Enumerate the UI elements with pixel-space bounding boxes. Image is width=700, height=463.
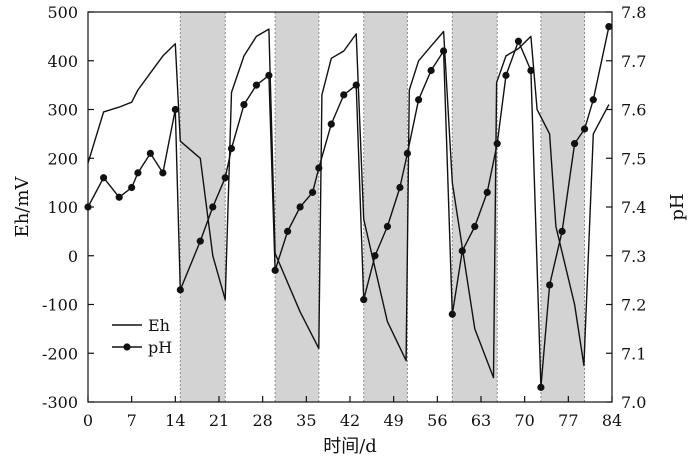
y-right-tick-label-0: 7.0 <box>621 393 646 412</box>
point-ph-9 <box>196 237 204 245</box>
point-ph-34 <box>471 222 479 231</box>
x-tick-label-5: 35 <box>296 411 316 430</box>
y-left-tick-label-5: 200 <box>47 149 78 168</box>
shaded-intervals <box>180 12 585 402</box>
point-ph-26 <box>383 222 392 231</box>
y-left-tick-label-0: -300 <box>42 393 78 412</box>
y-right-tick-label-1: 7.1 <box>621 344 646 363</box>
point-ph-11 <box>221 174 229 182</box>
point-ph-33 <box>458 247 466 255</box>
x-tick-label-4: 28 <box>252 411 272 430</box>
point-ph-32 <box>448 310 456 318</box>
point-ph-7 <box>171 105 179 114</box>
point-ph-4 <box>134 169 142 177</box>
y-right-tick-label-7: 7.7 <box>621 52 646 71</box>
point-ph-13 <box>240 101 248 109</box>
point-ph-8 <box>176 286 184 294</box>
point-ph-46 <box>605 23 613 31</box>
point-ph-39 <box>527 66 535 75</box>
y-right-tick-label-6: 7.6 <box>621 101 646 120</box>
legend-label-eh: Eh <box>148 316 170 335</box>
point-ph-18 <box>296 203 304 211</box>
x-tick-label-7: 49 <box>383 411 403 430</box>
x-tick-label-1: 7 <box>127 411 137 430</box>
y-left-tick-label-8: 500 <box>47 3 78 22</box>
shaded-interval-3 <box>452 12 498 402</box>
x-tick-label-0: 0 <box>83 411 93 430</box>
y-left-tick-label-3: 0 <box>68 247 78 266</box>
point-ph-30 <box>427 66 435 75</box>
y-axis-right-label: pH <box>667 193 688 220</box>
point-ph-0 <box>84 203 92 211</box>
point-ph-6 <box>159 169 167 177</box>
point-ph-12 <box>227 144 236 153</box>
shaded-interval-2 <box>363 12 408 402</box>
point-ph-2 <box>115 193 123 201</box>
x-tick-label-6: 42 <box>340 411 360 430</box>
x-tick-label-8: 56 <box>427 411 447 430</box>
point-ph-35 <box>483 188 491 196</box>
point-ph-45 <box>589 96 597 104</box>
point-ph-44 <box>580 125 589 133</box>
point-ph-15 <box>265 71 273 79</box>
shaded-interval-0 <box>180 12 226 402</box>
y-right-tick-label-5: 7.5 <box>621 149 646 168</box>
series-line-eh <box>87 28 610 379</box>
legend-marker-ph <box>123 343 131 351</box>
point-ph-27 <box>396 183 404 192</box>
y-left-tick-label-7: 400 <box>47 52 78 71</box>
point-ph-31 <box>439 47 448 55</box>
y-right-tick-label-3: 7.3 <box>621 247 646 266</box>
point-ph-24 <box>360 296 368 304</box>
point-ph-1 <box>99 174 108 182</box>
x-tick-label-9: 63 <box>471 411 491 430</box>
point-ph-43 <box>570 140 579 148</box>
point-ph-21 <box>327 120 335 128</box>
y-left-tick-label-6: 300 <box>47 101 78 120</box>
point-ph-3 <box>128 183 136 192</box>
shaded-interval-4 <box>540 12 585 402</box>
x-tick-label-3: 21 <box>209 411 229 430</box>
point-ph-23 <box>352 81 360 89</box>
x-axis-label: 时间/d <box>323 436 377 457</box>
y-axis-left-label: Eh/mV <box>12 176 33 238</box>
point-ph-42 <box>558 227 566 235</box>
point-ph-29 <box>415 96 423 104</box>
x-tick-label-11: 77 <box>558 411 578 430</box>
point-ph-37 <box>502 71 510 79</box>
point-ph-25 <box>371 252 379 260</box>
axis-ticks: 0 7 14 21 28 35 42 49 56 63 70 77 84 -300 -200 -100 0 100… <box>42 3 646 430</box>
legend-label-ph: pH <box>148 338 172 357</box>
point-ph-28 <box>403 149 411 157</box>
point-ph-22 <box>340 91 348 99</box>
series-layer <box>84 23 613 391</box>
x-tick-label-10: 70 <box>514 411 534 430</box>
y-right-tick-label-4: 7.4 <box>621 198 646 217</box>
y-left-tick-label-4: 100 <box>47 198 78 217</box>
point-ph-16 <box>271 266 279 274</box>
point-ph-19 <box>308 188 317 196</box>
point-ph-17 <box>284 227 292 235</box>
point-ph-10 <box>209 203 217 211</box>
point-ph-38 <box>514 37 523 45</box>
x-tick-label-2: 14 <box>165 411 185 430</box>
y-left-tick-label-1: -200 <box>42 344 78 363</box>
point-ph-41 <box>546 281 554 289</box>
y-right-tick-label-8: 7.8 <box>621 3 646 22</box>
point-ph-5 <box>146 149 154 157</box>
y-right-tick-label-2: 7.2 <box>621 296 646 315</box>
point-ph-20 <box>315 164 323 172</box>
point-ph-40 <box>537 383 545 391</box>
point-ph-36 <box>493 140 501 148</box>
legend: Eh pH <box>112 316 172 357</box>
y-left-tick-label-2: -100 <box>42 296 78 315</box>
x-tick-label-12: 84 <box>602 411 622 430</box>
point-ph-14 <box>252 81 261 89</box>
